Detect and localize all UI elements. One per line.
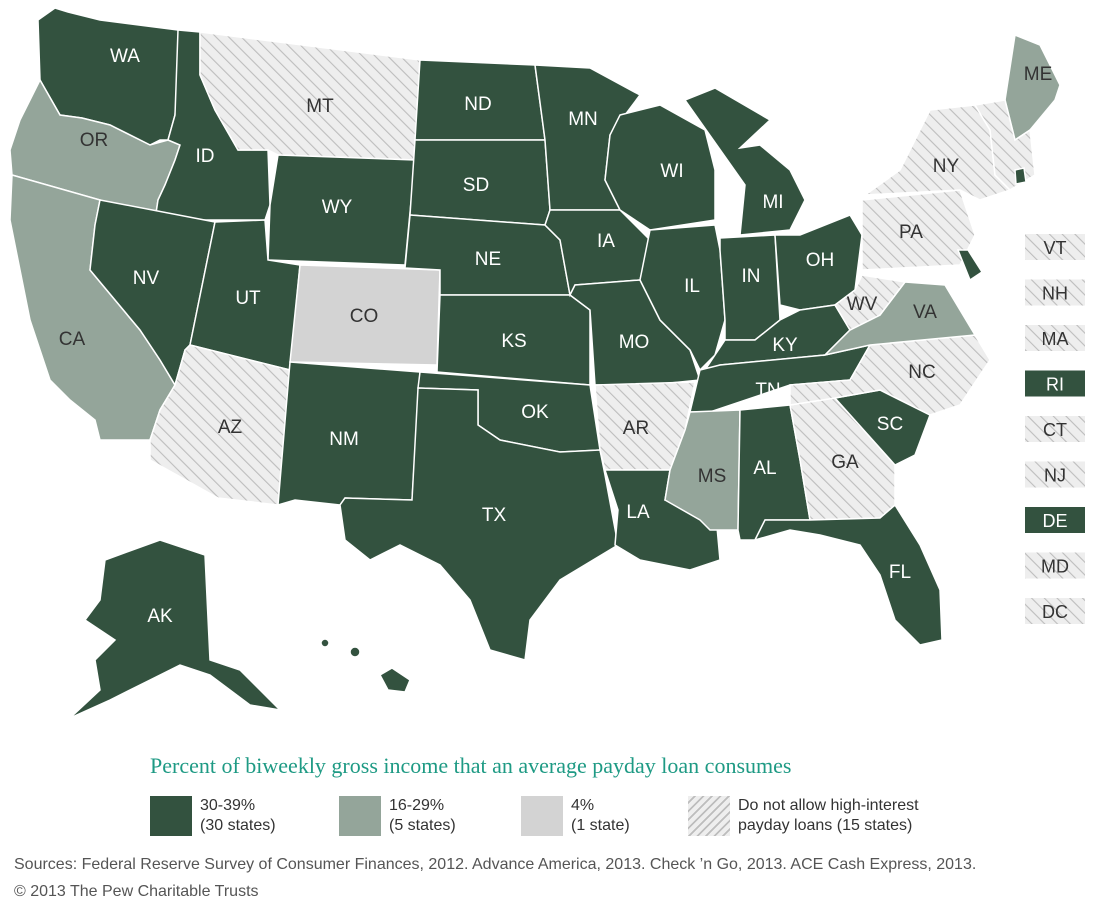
legend-swatch-30-39 <box>150 796 192 836</box>
label-hi: HI <box>365 684 384 705</box>
label-al: AL <box>753 458 776 479</box>
legend-label: 30-39% <box>200 797 256 814</box>
legend-title: Percent of biweekly gross income that an… <box>150 753 792 778</box>
us-map: WA OR CA ID NV MT WY UT AZ CO NM ND SD N… <box>9 7 1085 719</box>
small-state-label-dc: DC <box>1042 602 1068 622</box>
small-state-box-nh <box>1025 279 1085 306</box>
state-in <box>719 234 781 341</box>
label-tx: TX <box>482 505 507 526</box>
legend-count: (30 states) <box>200 817 276 834</box>
label-mi: MI <box>762 192 783 213</box>
label-fl: FL <box>889 562 911 583</box>
label-il: IL <box>684 276 700 297</box>
label-co: CO <box>350 306 379 327</box>
label-nd: ND <box>464 94 491 115</box>
label-ut: UT <box>235 288 261 309</box>
label-wy: WY <box>322 197 353 218</box>
label-ok: OK <box>521 402 549 423</box>
label-me: ME <box>1024 64 1053 85</box>
small-state-label-de: DE <box>1042 511 1067 531</box>
legend-label: Do not allow high-interest <box>738 797 919 814</box>
label-mn: MN <box>568 109 598 130</box>
legend-swatch-no-payday <box>688 796 730 836</box>
state-new-england-unlisted <box>973 99 1036 191</box>
small-states-key: VT NH MA RI CT NJ DE MD DC <box>1025 234 1085 624</box>
small-state-box-vt <box>1025 234 1085 260</box>
copyright-note: © 2013 The Pew Charitable Trusts <box>14 883 259 900</box>
small-state-label-vt: VT <box>1043 238 1066 258</box>
label-la: LA <box>626 502 650 523</box>
label-ar: AR <box>623 418 649 439</box>
label-ca: CA <box>59 329 86 350</box>
label-or: OR <box>80 130 109 151</box>
small-state-box-md <box>1025 552 1085 579</box>
state-ks <box>436 294 591 386</box>
label-in: IN <box>742 266 761 287</box>
legend-text-4: 4% (1 state) <box>571 796 630 836</box>
small-state-box-ri <box>1025 370 1085 397</box>
state-tx <box>339 387 619 661</box>
label-wi: WI <box>660 161 683 182</box>
small-state-label-nj: NJ <box>1044 466 1066 486</box>
legend-count: (5 states) <box>389 817 456 834</box>
small-state-box-nj <box>1025 461 1085 488</box>
state-il <box>639 224 726 372</box>
state-hi <box>378 667 411 693</box>
legend-text-no-payday: Do not allow high-interest payday loans … <box>738 796 919 836</box>
label-mo: MO <box>619 332 650 353</box>
legend-count: payday loans (15 states) <box>738 817 913 834</box>
label-ny: NY <box>933 156 960 177</box>
label-mt: MT <box>306 96 334 117</box>
label-wa: WA <box>110 46 140 67</box>
state-de <box>956 249 984 282</box>
state-ri <box>1014 167 1027 185</box>
small-state-box-dc <box>1025 598 1085 624</box>
small-state-box-ct <box>1025 416 1085 442</box>
legend-label: 16-29% <box>389 797 445 814</box>
label-ks: KS <box>501 331 526 352</box>
small-state-box-de <box>1025 507 1085 533</box>
state-wi <box>604 104 716 231</box>
label-wv: WV <box>847 294 878 315</box>
state-wv <box>834 274 907 331</box>
label-ak: AK <box>147 606 173 627</box>
small-state-label-nh: NH <box>1042 284 1068 304</box>
label-tn: TN <box>755 380 780 401</box>
legend-text-30-39: 30-39% (30 states) <box>200 796 276 836</box>
legend-text-16-29: 16-29% (5 states) <box>389 796 456 836</box>
label-nc: NC <box>908 362 935 383</box>
state-ak <box>69 539 283 719</box>
small-state-label-md: MD <box>1041 557 1069 577</box>
legend-swatch-4 <box>521 796 563 836</box>
label-id: ID <box>196 146 215 167</box>
label-sd: SD <box>463 175 489 196</box>
label-sc: SC <box>877 414 903 435</box>
state-hi-island-2 <box>320 638 330 648</box>
label-ky: KY <box>772 335 798 356</box>
state-fl <box>753 503 943 646</box>
label-va: VA <box>913 302 937 323</box>
label-ne: NE <box>475 249 501 270</box>
legend-swatch-16-29 <box>339 796 381 836</box>
label-az: AZ <box>218 417 243 438</box>
label-ms: MS <box>698 466 727 487</box>
small-state-box-ma <box>1025 325 1085 351</box>
label-ia: IA <box>597 231 615 252</box>
label-nm: NM <box>329 429 359 450</box>
sources-note: Sources: Federal Reserve Survey of Consu… <box>14 856 977 873</box>
label-ga: GA <box>831 452 859 473</box>
state-mi <box>683 87 806 236</box>
small-state-label-ri: RI <box>1046 375 1064 395</box>
state-me <box>1004 33 1061 142</box>
state-wy <box>267 154 416 266</box>
small-state-label-ma: MA <box>1042 329 1069 349</box>
label-pa: PA <box>899 222 923 243</box>
state-hi-island <box>349 646 361 658</box>
legend-count: (1 state) <box>571 817 630 834</box>
small-state-label-ct: CT <box>1043 420 1067 440</box>
label-nv: NV <box>133 268 160 289</box>
legend-label: 4% <box>571 797 595 814</box>
label-oh: OH <box>806 250 835 271</box>
